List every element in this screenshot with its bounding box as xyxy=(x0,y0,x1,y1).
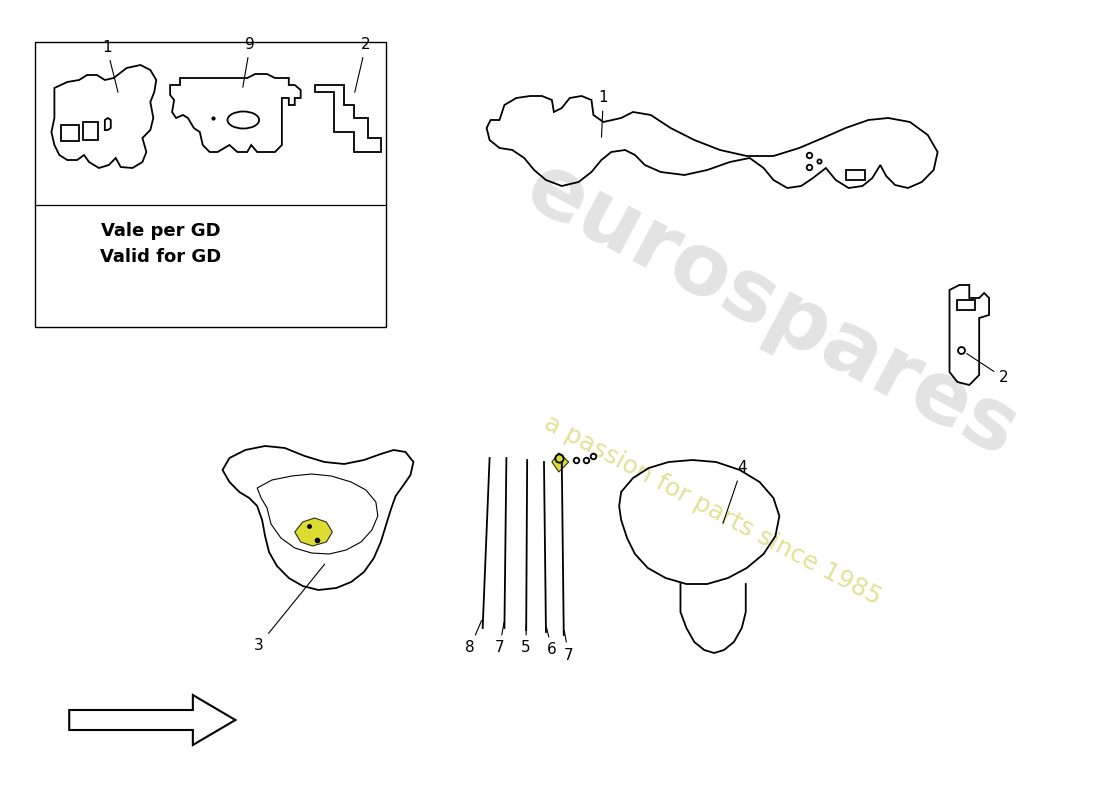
Bar xyxy=(62,125,79,141)
Bar xyxy=(34,42,386,327)
Bar xyxy=(957,300,976,310)
Text: 1: 1 xyxy=(102,40,118,92)
Text: 6: 6 xyxy=(547,628,557,658)
Bar xyxy=(84,122,98,140)
Text: 7: 7 xyxy=(495,622,504,655)
Text: 4: 4 xyxy=(723,461,747,523)
Text: eurospares: eurospares xyxy=(512,146,1032,474)
Bar xyxy=(846,170,866,180)
Text: 5: 5 xyxy=(521,625,531,655)
Polygon shape xyxy=(552,453,569,472)
Text: 3: 3 xyxy=(254,564,324,653)
Text: 9: 9 xyxy=(243,37,255,87)
Text: 2: 2 xyxy=(354,37,371,92)
Text: a passion for parts since 1985: a passion for parts since 1985 xyxy=(539,410,884,610)
Text: 8: 8 xyxy=(465,621,482,655)
Text: 7: 7 xyxy=(564,630,573,662)
Text: Vale per GD: Vale per GD xyxy=(101,222,221,240)
Text: 1: 1 xyxy=(598,90,608,138)
Polygon shape xyxy=(295,518,332,546)
Text: Valid for GD: Valid for GD xyxy=(100,248,221,266)
Text: 2: 2 xyxy=(967,354,1009,386)
